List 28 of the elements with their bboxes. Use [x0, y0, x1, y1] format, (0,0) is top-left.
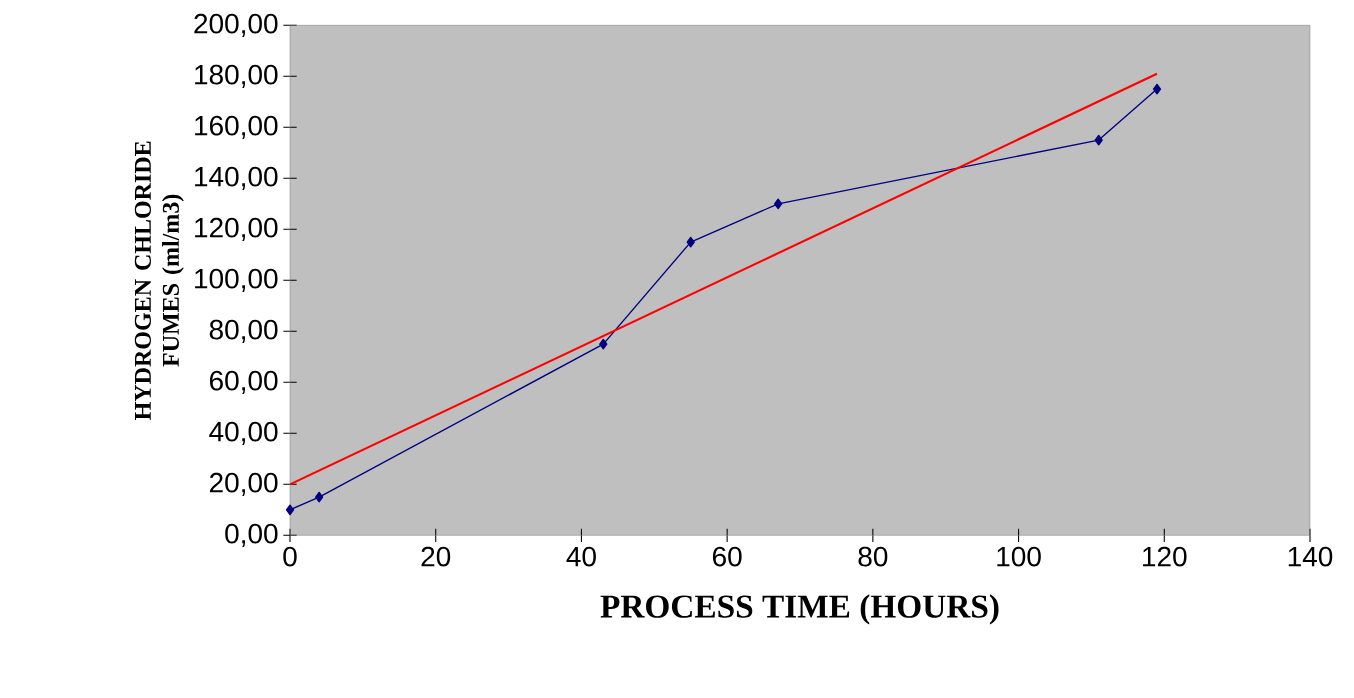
- point: [314, 491, 324, 503]
- point: [773, 198, 783, 210]
- y-tick-label: 80,00: [209, 319, 278, 343]
- point: [599, 338, 608, 350]
- y-tick-label: 100,00: [195, 268, 278, 292]
- y-tick-label: 0,00: [225, 523, 278, 547]
- point: [1094, 134, 1103, 146]
- point: [1152, 83, 1162, 95]
- point: [686, 236, 695, 248]
- x-tick-label: 40: [566, 546, 596, 567]
- x-tick-label: 120: [1143, 546, 1187, 567]
- y-tick-label: 200,00: [194, 13, 278, 37]
- x-tick-label: 80: [858, 546, 888, 567]
- point: [285, 504, 295, 516]
- y-tick-label: 120,00: [195, 217, 278, 241]
- y-tick-label: 60,00: [209, 370, 278, 394]
- y-tick-label: 140,00: [195, 166, 278, 190]
- y-tick-label: 20,00: [209, 472, 278, 496]
- y-axis-title: HYDROGEN CHLORIDE FUMES (ml/m3): [134, 141, 184, 420]
- y-tick-label: 40,00: [209, 421, 278, 445]
- y-tick-label: 180,00: [195, 64, 278, 88]
- y-tick-label: 160,00: [195, 115, 278, 139]
- x-tick-label: 60: [712, 546, 742, 567]
- x-tick-label: 140: [1288, 546, 1333, 567]
- x-tick-label: 0: [283, 546, 297, 567]
- x-tick-label: 20: [421, 546, 451, 567]
- x-tick-label: 100: [997, 546, 1041, 567]
- x-axis-title: PROCESS TIME (HOURS): [600, 594, 999, 625]
